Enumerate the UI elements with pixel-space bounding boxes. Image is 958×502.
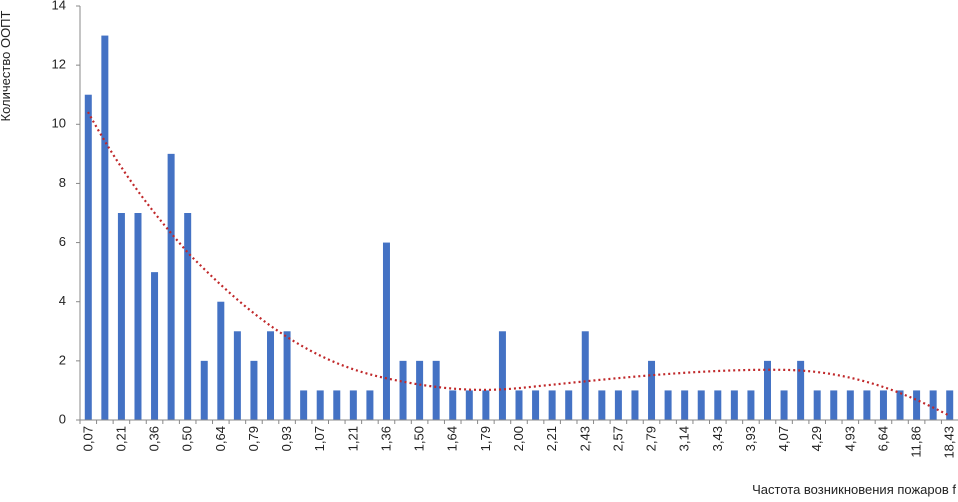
y-tick-label: 0 bbox=[59, 411, 66, 426]
bar bbox=[780, 390, 788, 420]
x-tick-label: 3,14 bbox=[677, 426, 692, 451]
bar bbox=[482, 390, 490, 420]
bar bbox=[498, 331, 506, 420]
bar bbox=[283, 331, 291, 420]
x-tick-label: 0,93 bbox=[279, 426, 294, 451]
bar bbox=[515, 390, 523, 420]
bar bbox=[366, 390, 374, 420]
y-tick-label: 10 bbox=[52, 116, 66, 131]
bar bbox=[614, 390, 622, 420]
bar bbox=[598, 390, 606, 420]
bar bbox=[548, 390, 556, 420]
bar bbox=[714, 390, 722, 420]
bar bbox=[797, 360, 805, 420]
x-tick-label: 6,64 bbox=[875, 426, 890, 451]
x-tick-label: 2,00 bbox=[511, 426, 526, 451]
x-tick-label: 3,43 bbox=[710, 426, 725, 451]
bar bbox=[416, 360, 424, 420]
bar bbox=[631, 390, 639, 420]
y-tick-label: 12 bbox=[52, 57, 66, 72]
bar bbox=[896, 390, 904, 420]
bar bbox=[863, 390, 871, 420]
bar bbox=[217, 301, 225, 420]
bar bbox=[200, 360, 208, 420]
bar bbox=[184, 213, 192, 420]
bar bbox=[681, 390, 689, 420]
x-tick-label: 2,57 bbox=[610, 426, 625, 451]
bar bbox=[333, 390, 341, 420]
x-tick-label: 0,64 bbox=[213, 426, 228, 451]
bar bbox=[233, 331, 241, 420]
bar bbox=[830, 390, 838, 420]
bar bbox=[846, 390, 854, 420]
y-tick-label: 2 bbox=[59, 352, 66, 367]
bar bbox=[532, 390, 540, 420]
bar bbox=[913, 390, 921, 420]
x-tick-label: 0,21 bbox=[113, 426, 128, 451]
y-axis-title: Количество ООПТ bbox=[0, 10, 13, 121]
bar bbox=[117, 213, 125, 420]
y-tick-label: 8 bbox=[59, 175, 66, 190]
bar bbox=[747, 390, 755, 420]
x-axis-title: Частота возникновения пожаров f bbox=[752, 482, 956, 497]
x-tick-label: 1,07 bbox=[312, 426, 327, 451]
y-tick-label: 6 bbox=[59, 234, 66, 249]
x-tick-label: 0,50 bbox=[180, 426, 195, 451]
x-tick-label: 11,86 bbox=[909, 426, 924, 458]
bar bbox=[730, 390, 738, 420]
bar bbox=[813, 390, 821, 420]
x-tick-label: 4,07 bbox=[776, 426, 791, 451]
x-tick-label: 4,29 bbox=[809, 426, 824, 451]
x-tick-label: 18,43 bbox=[942, 426, 957, 459]
x-tick-label: 1,64 bbox=[445, 426, 460, 451]
bar bbox=[316, 390, 324, 420]
y-tick-label: 4 bbox=[59, 293, 66, 308]
x-tick-label: 1,79 bbox=[478, 426, 493, 451]
x-tick-label: 0,07 bbox=[80, 426, 95, 451]
bar bbox=[250, 360, 258, 420]
x-tick-label: 1,50 bbox=[412, 426, 427, 451]
bar bbox=[946, 390, 954, 420]
bar bbox=[349, 390, 357, 420]
bar bbox=[84, 94, 92, 420]
x-tick-label: 4,93 bbox=[842, 426, 857, 451]
bar bbox=[879, 390, 887, 420]
y-tick-label: 14 bbox=[52, 0, 66, 12]
x-tick-label: 1,21 bbox=[345, 426, 360, 451]
trend-line bbox=[87, 111, 949, 416]
bar bbox=[399, 360, 407, 420]
x-tick-label: 0,36 bbox=[147, 426, 162, 451]
bar bbox=[382, 242, 390, 420]
bar bbox=[929, 390, 937, 420]
bar bbox=[581, 331, 589, 420]
x-tick-label: 2,21 bbox=[544, 426, 559, 451]
x-tick-label: 3,93 bbox=[743, 426, 758, 451]
bar bbox=[648, 360, 656, 420]
x-tick-label: 2,43 bbox=[577, 426, 592, 451]
bar bbox=[101, 35, 109, 420]
bar bbox=[763, 360, 771, 420]
x-tick-label: 0,79 bbox=[246, 426, 261, 451]
bar bbox=[151, 272, 159, 420]
x-tick-label: 2,79 bbox=[644, 426, 659, 451]
bar bbox=[134, 213, 142, 420]
bar bbox=[664, 390, 672, 420]
bar bbox=[449, 390, 457, 420]
bar bbox=[465, 390, 473, 420]
bar bbox=[697, 390, 705, 420]
bar bbox=[432, 360, 440, 420]
bar bbox=[167, 153, 175, 420]
x-tick-label: 1,36 bbox=[378, 426, 393, 451]
bar bbox=[300, 390, 308, 420]
bar bbox=[267, 331, 275, 420]
bar bbox=[565, 390, 573, 420]
